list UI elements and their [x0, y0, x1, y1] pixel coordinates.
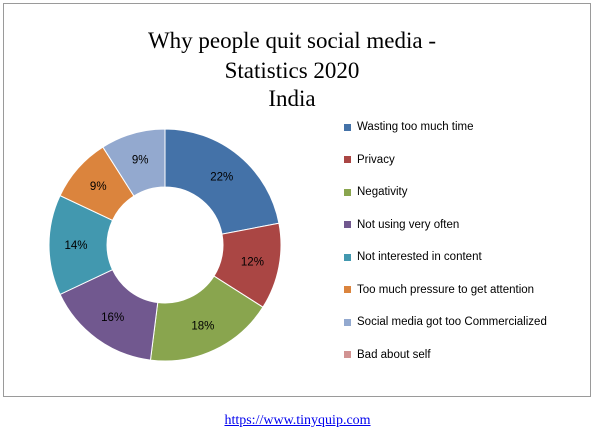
legend-item-4: Not using very often [344, 217, 459, 233]
legend-item-5: Not interested in content [344, 249, 482, 265]
legend-swatch-3 [344, 188, 351, 196]
legend-label-3: Negativity [357, 186, 408, 198]
chart-title-line-2: Statistics 2020 [224, 58, 360, 83]
legend-item-3: Negativity [344, 184, 408, 200]
legend-swatch-8 [344, 351, 351, 358]
data-label-2: 12% [241, 257, 264, 269]
legend-label-4: Not using very often [357, 218, 460, 231]
legend-swatch-4 [344, 221, 351, 228]
legend-label-8: Bad about self [357, 348, 431, 361]
legend-item-8: Bad about self [344, 347, 431, 363]
legend-label-7: Social media got too Commercialized [357, 316, 547, 328]
legend-item-2: Privacy [344, 152, 395, 168]
legend-swatch-5 [344, 253, 351, 261]
data-label-5: 14% [64, 240, 87, 252]
legend-item-6: Too much pressure to get attention [344, 282, 534, 298]
data-label-6: 9% [90, 181, 107, 193]
legend-label-2: Privacy [357, 153, 395, 166]
legend-label-6: Too much pressure to get attention [357, 283, 535, 296]
donut-slice-1 [164, 128, 280, 235]
chart-title-line-1: Why people quit social media - [147, 28, 437, 53]
data-label-7: 9% [132, 155, 149, 167]
chart-title-line-3: India [268, 86, 316, 111]
legend-swatch-2 [344, 156, 351, 163]
legend-item-7: Social media got too Commercialized [344, 314, 547, 330]
legend-label-5: Not interested in content [357, 251, 482, 263]
legend-swatch-1 [344, 123, 351, 131]
legend-item-1: Wasting too much time [344, 119, 474, 135]
legend-label-1: Wasting too much time [357, 121, 474, 133]
source-link[interactable]: https://www.tinyquip.com [224, 413, 371, 428]
data-label-3: 18% [191, 321, 214, 333]
legend-swatch-7 [344, 318, 351, 326]
data-label-4: 16% [101, 312, 124, 324]
data-label-1: 22% [210, 171, 233, 183]
donut-slice-7 [102, 128, 166, 197]
legend-swatch-6 [344, 286, 351, 293]
